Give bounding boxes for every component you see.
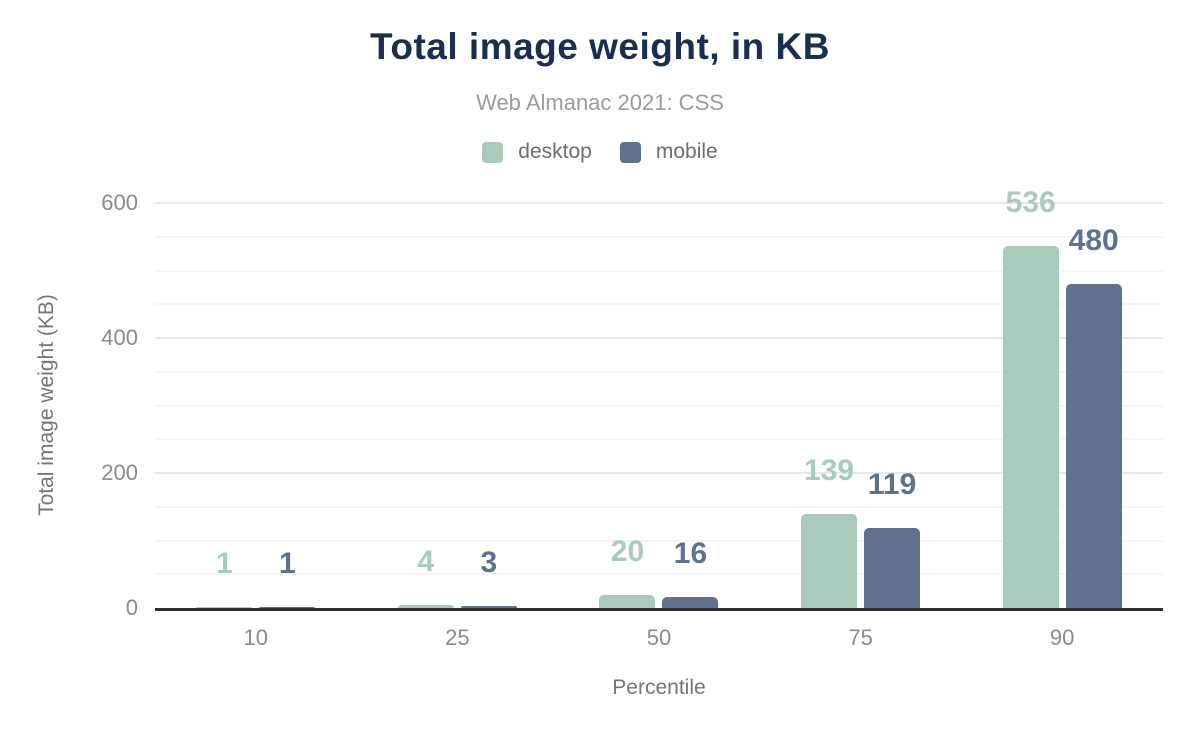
legend-swatch-mobile xyxy=(619,141,641,163)
bar-group-75: 139 119 75 xyxy=(760,203,962,650)
x-tick-label-10: 10 xyxy=(243,625,269,650)
x-axis-title: Percentile xyxy=(612,676,706,699)
gridline xyxy=(155,235,1163,238)
x-tick-label-90: 90 xyxy=(1049,625,1075,650)
bar-group-25: 4 3 25 xyxy=(357,203,559,650)
gridline xyxy=(155,370,1163,373)
bar-group-10: 1 1 10 xyxy=(155,203,357,650)
bar-value-label: 4 xyxy=(417,545,435,579)
y-axis-ticks: 0 200 400 600 xyxy=(0,192,152,619)
legend-label-mobile: mobile xyxy=(655,140,718,163)
legend-swatch-desktop xyxy=(482,141,504,163)
y-tick-label: 0 xyxy=(125,595,138,620)
bar-mobile-p75[interactable]: 119 xyxy=(864,469,921,608)
gridline xyxy=(155,472,1163,475)
bar-mobile-p90[interactable]: 480 xyxy=(1065,226,1122,608)
y-tick-label: 400 xyxy=(101,325,138,351)
bar-desktop-p25[interactable]: 4 xyxy=(397,547,454,608)
plot-area: 1 1 10 4 3 25 20 16 50 139 119 75 536 480 90 xyxy=(155,188,1163,650)
gridlines xyxy=(155,202,1163,608)
gridline xyxy=(155,337,1163,340)
bar-groups: 1 1 10 4 3 25 20 16 50 139 119 75 536 480 90 xyxy=(155,188,1163,650)
bar-desktop-p75[interactable]: 139 xyxy=(801,456,858,608)
bar-group-50: 20 16 50 xyxy=(558,203,760,650)
gridline xyxy=(155,303,1163,306)
bar-desktop-p10[interactable]: 1 xyxy=(196,549,253,608)
gridline xyxy=(155,505,1163,508)
gridline xyxy=(155,202,1163,204)
gridline xyxy=(155,269,1163,272)
bar-mobile-p10[interactable]: 1 xyxy=(259,549,316,608)
bar-value-label: 16 xyxy=(673,537,708,571)
x-tick-label-75: 75 xyxy=(848,625,873,650)
bar-group-90: 536 480 90 xyxy=(961,188,1163,650)
x-axis-line xyxy=(155,608,1163,611)
x-tick-label-25: 25 xyxy=(445,625,470,650)
gridline xyxy=(155,438,1163,441)
bar-value-label: 480 xyxy=(1068,224,1119,257)
bar-desktop-p50[interactable]: 20 xyxy=(599,536,656,608)
y-tick-label: 200 xyxy=(101,460,138,486)
y-tick-label: 600 xyxy=(101,190,138,215)
bar-desktop-p90[interactable]: 536 xyxy=(1002,188,1059,608)
bar-value-label: 536 xyxy=(1005,186,1056,220)
bar-value-label: 1 xyxy=(278,547,296,580)
x-tick-label-50: 50 xyxy=(646,625,672,650)
gridline xyxy=(155,573,1163,576)
bar-mobile-p50[interactable]: 16 xyxy=(662,539,719,608)
chart-subtitle: Web Almanac 2021: CSS xyxy=(476,90,724,115)
legend-item-mobile[interactable]: mobile xyxy=(619,140,718,164)
bar-value-label: 119 xyxy=(867,467,917,501)
bar-mobile-p25[interactable]: 3 xyxy=(460,547,517,608)
bar-value-label: 1 xyxy=(215,547,233,580)
legend: desktop mobile xyxy=(0,138,1200,166)
chart-title: Total image weight, in KB xyxy=(370,26,830,67)
legend-label-desktop: desktop xyxy=(518,140,592,163)
gridline xyxy=(155,539,1163,542)
gridline xyxy=(155,404,1163,407)
bar-value-label: 20 xyxy=(610,534,645,568)
bar-value-label: 3 xyxy=(480,545,498,579)
legend-item-desktop[interactable]: desktop xyxy=(482,140,592,164)
bar-value-label: 139 xyxy=(804,454,855,488)
